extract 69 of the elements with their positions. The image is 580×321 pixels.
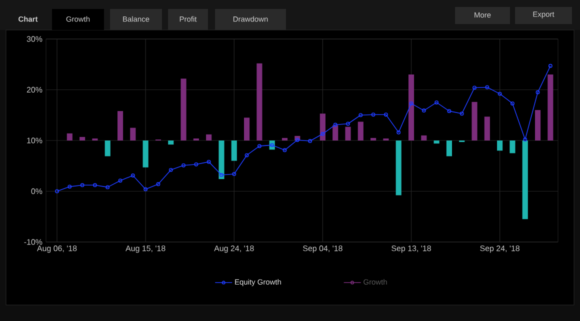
- bar: [345, 126, 351, 140]
- point: [232, 172, 236, 176]
- point: [333, 122, 338, 127]
- bar: [497, 140, 503, 151]
- bar: [332, 125, 338, 140]
- point: [308, 139, 312, 143]
- point: [510, 101, 514, 106]
- bar: [484, 116, 490, 140]
- point: [92, 183, 97, 188]
- bar: [117, 111, 124, 140]
- point: [384, 112, 388, 117]
- point: [219, 173, 224, 178]
- point: [206, 160, 211, 164]
- point: [536, 90, 540, 94]
- bar: [358, 122, 364, 140]
- point: [460, 112, 464, 116]
- bar: [421, 135, 427, 140]
- point: [270, 143, 274, 148]
- bar: [244, 118, 250, 140]
- point: [106, 185, 110, 190]
- point: [447, 109, 452, 114]
- point: [434, 100, 439, 104]
- bar: [320, 114, 326, 140]
- point: [182, 163, 186, 168]
- bar: [206, 134, 212, 140]
- point: [472, 86, 477, 90]
- point: [130, 174, 135, 178]
- point: [118, 178, 122, 183]
- point: [80, 183, 84, 188]
- point: [485, 85, 490, 90]
- point: [168, 168, 173, 172]
- bar: [231, 140, 237, 161]
- bar: [282, 138, 288, 140]
- bar: [548, 74, 554, 140]
- bar: [534, 110, 541, 140]
- bar: [510, 140, 516, 154]
- point: [295, 138, 300, 142]
- point: [358, 113, 363, 118]
- point: [282, 148, 287, 152]
- bar: [130, 128, 136, 140]
- point: [498, 92, 502, 96]
- bar: [80, 136, 86, 140]
- point: [68, 184, 72, 189]
- point: [346, 122, 350, 126]
- bar: [256, 63, 262, 140]
- point: [396, 130, 401, 134]
- point: [320, 132, 325, 136]
- point: [523, 137, 528, 142]
- bar: [434, 140, 440, 144]
- point: [257, 144, 262, 148]
- bar: [168, 140, 174, 145]
- point: [244, 153, 249, 158]
- point: [422, 108, 426, 113]
- bar: [218, 140, 224, 180]
- point: [371, 112, 376, 117]
- bar: [396, 140, 402, 196]
- bar: [104, 140, 110, 156]
- bar: [472, 102, 478, 140]
- bar: [66, 133, 72, 140]
- point: [156, 182, 160, 186]
- bar: [522, 140, 528, 220]
- bar: [180, 78, 186, 140]
- bar: [142, 140, 148, 168]
- bar: [370, 138, 376, 140]
- bar: [446, 140, 452, 156]
- point: [409, 101, 414, 106]
- point: [194, 162, 198, 166]
- point: [144, 187, 148, 192]
- bar: [408, 74, 414, 140]
